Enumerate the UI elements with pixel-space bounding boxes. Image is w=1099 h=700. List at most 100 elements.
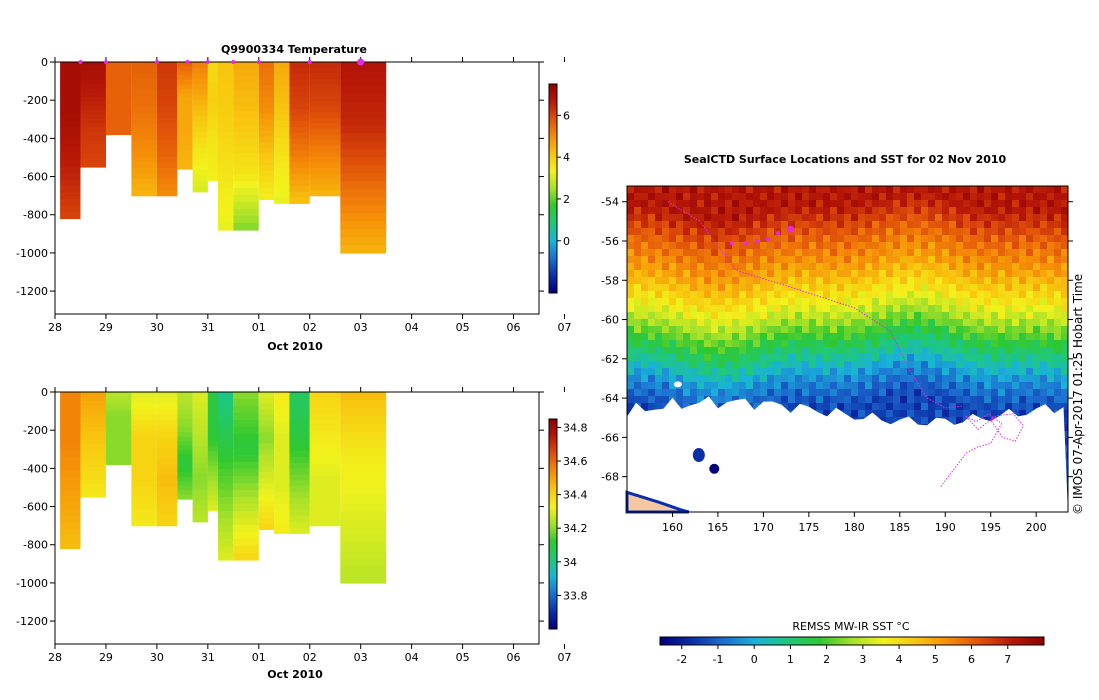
colorbar-tick-label: 4 (563, 151, 570, 164)
sst-cell (655, 326, 662, 333)
sst-cell (676, 340, 683, 347)
profile-cell (177, 88, 193, 94)
sst-cell (935, 284, 942, 291)
profile-cell (177, 441, 193, 447)
sst-cell (732, 284, 739, 291)
sst-cell (802, 382, 809, 389)
sst-cell (781, 291, 788, 298)
profile-cell (258, 90, 275, 97)
profile-cell (258, 176, 275, 183)
sst-cell (1005, 396, 1012, 403)
profile-cell (60, 431, 81, 439)
sst-cell (634, 228, 641, 235)
profile-cell (105, 419, 132, 423)
sst-cell (851, 298, 858, 305)
sst-cell (844, 207, 851, 214)
sst-cell (697, 382, 704, 389)
sst-cell (900, 319, 907, 326)
sst-cell (641, 333, 648, 340)
sst-cell (977, 256, 984, 263)
profile-cell (131, 178, 157, 186)
sst-cell (942, 256, 949, 263)
sst-cell (1054, 228, 1061, 235)
sst-cell (1019, 221, 1026, 228)
sst-cell (683, 263, 690, 270)
sst-cell (739, 347, 746, 354)
profile-cell (218, 525, 234, 533)
sst-cell (935, 361, 942, 368)
sst-cell (851, 193, 858, 200)
sst-cell (998, 270, 1005, 277)
profile-cell (105, 77, 132, 81)
profile-cell (192, 467, 208, 474)
sst-cell (949, 298, 956, 305)
sst-cell (662, 291, 669, 298)
sst-cell (781, 228, 788, 235)
sst-cell (1012, 389, 1019, 396)
sst-cell (956, 368, 963, 375)
sst-cell (879, 242, 886, 249)
profile-cell (258, 165, 275, 172)
profile-cell (309, 408, 341, 415)
sst-cell (627, 340, 634, 347)
profile-cell (218, 76, 234, 84)
sst-cell (760, 270, 767, 277)
sst-cell (1054, 354, 1061, 361)
sst-cell (746, 389, 753, 396)
sst-cell (1047, 298, 1054, 305)
profile-cell (80, 97, 106, 102)
sst-cell (1026, 305, 1033, 312)
sst-cell (648, 298, 655, 305)
sst-cell (767, 396, 774, 403)
sst-cell (921, 186, 928, 193)
sst-cell (641, 312, 648, 319)
sst-cell (844, 256, 851, 263)
sst-cell (767, 242, 774, 249)
profile-cell (258, 472, 275, 479)
sst-cell (942, 396, 949, 403)
surface-marker (307, 60, 312, 64)
profile-cell (207, 91, 218, 98)
profile-cell (60, 212, 81, 220)
sst-cell (760, 298, 767, 305)
profile-cell (105, 92, 132, 96)
sst-cell (669, 263, 676, 270)
sst-cell (1061, 228, 1068, 235)
profile-cell (60, 542, 81, 550)
profile-cell (80, 123, 106, 129)
sst-cell (907, 270, 914, 277)
sst-cell (690, 235, 697, 242)
sst-cell (1026, 396, 1033, 403)
sst-cell (767, 305, 774, 312)
sst-cell (1054, 277, 1061, 284)
sst-cell (704, 340, 711, 347)
sst-cell (991, 410, 998, 417)
lon-tick-label: 180 (844, 521, 865, 534)
sst-cell (984, 200, 991, 207)
profile-cell (218, 90, 234, 98)
profile-cell (289, 150, 310, 157)
profile-cell (233, 532, 259, 540)
sst-cell (879, 403, 886, 410)
sst-cell (739, 368, 746, 375)
sst-cell (851, 410, 858, 417)
sst-cell (851, 389, 858, 396)
sst-cell (739, 235, 746, 242)
sst-cell (837, 305, 844, 312)
profile-cell (192, 99, 208, 106)
sst-cell (858, 403, 865, 410)
sst-cell (809, 235, 816, 242)
sst-cell (956, 312, 963, 319)
sst-cell (760, 305, 767, 312)
profile-cell (131, 140, 157, 147)
sst-cell (697, 235, 704, 242)
sst-cell (697, 347, 704, 354)
sst-cell (914, 417, 921, 424)
sst-cell (970, 200, 977, 207)
sst-cell (935, 235, 942, 242)
sst-cell (690, 368, 697, 375)
sst-cell (928, 214, 935, 221)
sst-cell (739, 228, 746, 235)
sst-cell (1040, 389, 1047, 396)
sst-cell (935, 340, 942, 347)
